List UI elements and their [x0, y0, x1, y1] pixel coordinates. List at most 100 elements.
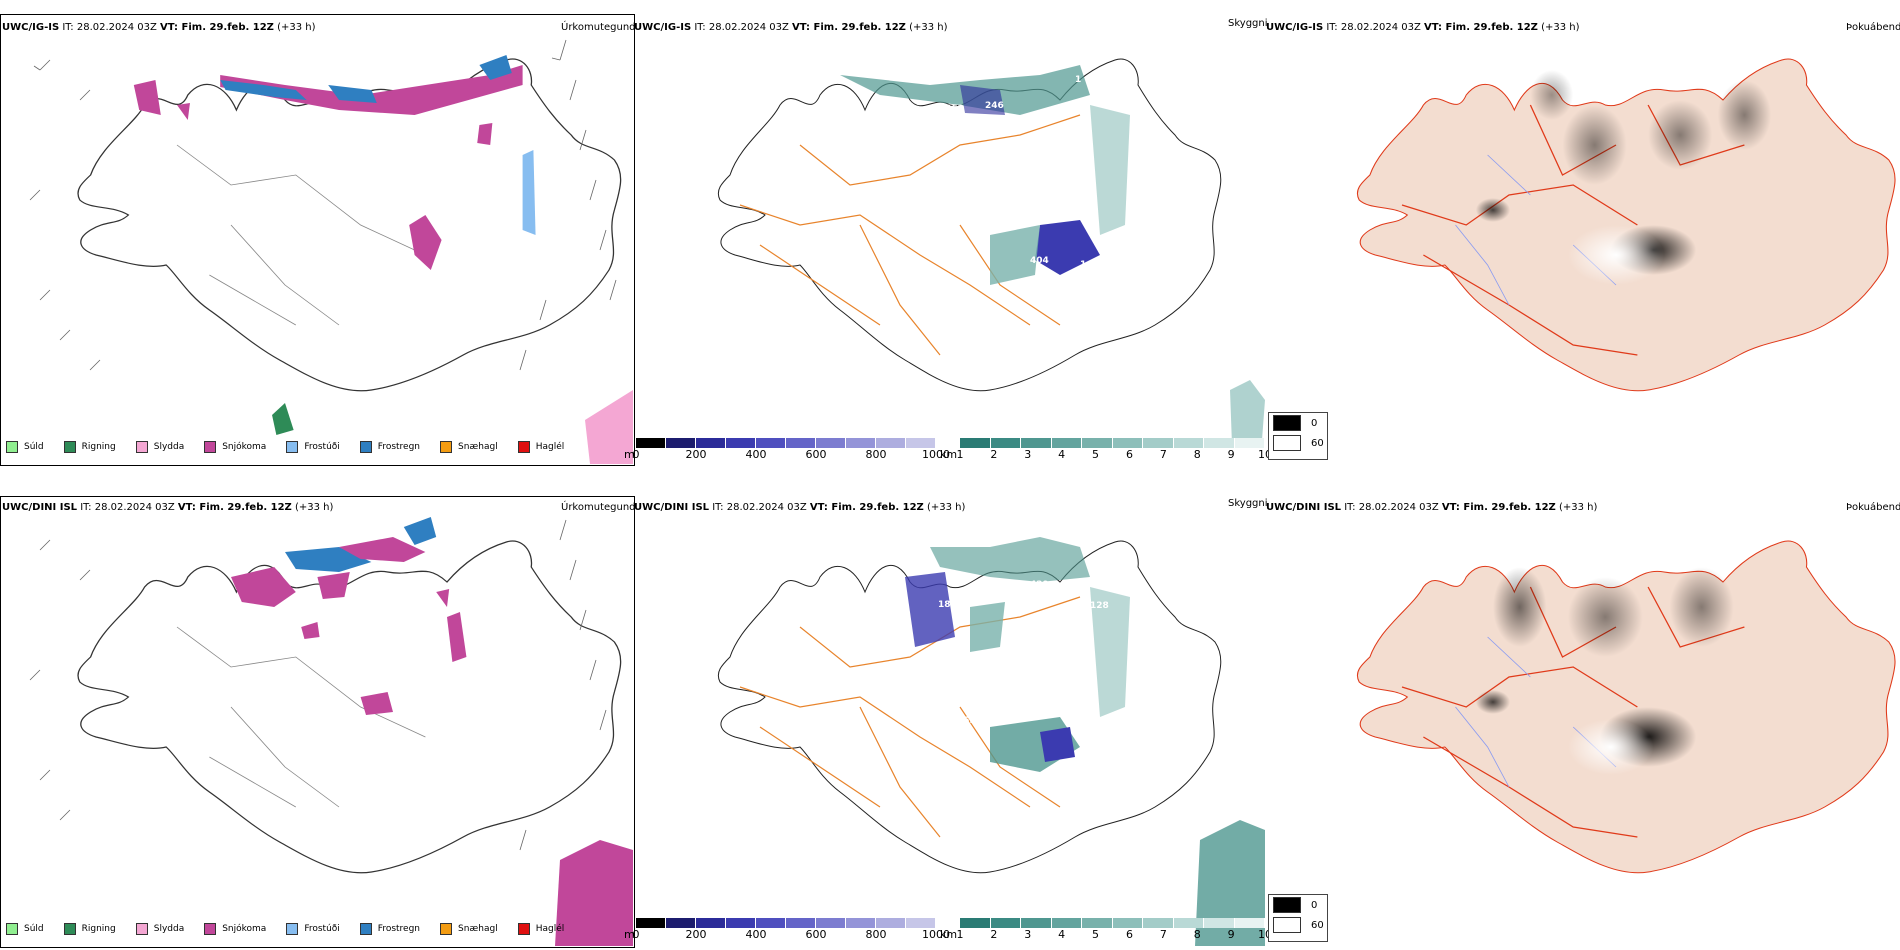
row1-vis-number-5: 404 [1030, 256, 1049, 266]
scale-tick: 7 [1159, 448, 1167, 461]
scale-tick: 600 [805, 928, 827, 941]
row1-vis-corner [1230, 380, 1265, 445]
fog-legend-label-0: 0 [1311, 899, 1318, 911]
scale-tick: 4 [1058, 448, 1066, 461]
legend-label: Frostregn [377, 442, 421, 452]
scale-cell [726, 438, 756, 448]
legend-item-rigning: Rigning [63, 441, 116, 453]
scale-cell [906, 918, 936, 928]
scale-unit: km [940, 448, 958, 461]
row1-vis-number-2: 580 [1003, 119, 1022, 129]
scale-cell [1143, 918, 1174, 928]
row2-vis-number-9: 155 [957, 716, 976, 726]
legend-label: Snjókoma [222, 924, 267, 934]
legend-item-slydda: Slydda [135, 923, 185, 935]
fog-legend-label-60: 60 [1311, 437, 1324, 449]
scale-cell [636, 438, 666, 448]
scale-cell [666, 438, 696, 448]
scale-tick: 400 [745, 928, 767, 941]
legend-item-frostúði: Frostúði [286, 441, 340, 453]
row2-vis-number-4: 284 [992, 653, 1011, 663]
row1-vis-number-3: 263 [945, 104, 964, 114]
scale-tick: 0 [632, 928, 640, 941]
row2-vis-number-5: 189 [1010, 601, 1029, 611]
scale-cell [636, 918, 666, 928]
legend-swatch [517, 923, 530, 935]
legend-swatch [63, 441, 76, 453]
row1-vis-numbers: 246 580 263 470 404 140 36 10 1 [945, 75, 1181, 270]
row2-title-right: UWC/DINI ISL IT: 28.02.2024 03Z VT: Fim.… [1266, 502, 1598, 513]
row2-visibility-scale: km 1 2 3 4 5 6 7 8 9 10 [940, 918, 1272, 946]
scale-cell [1234, 918, 1265, 928]
scale-tick: 8 [1193, 928, 1201, 941]
fog-legend-swatch-0 [1273, 415, 1301, 431]
scale-tick: 5 [1092, 928, 1100, 941]
scale-tick: 2 [990, 928, 998, 941]
legend-label: Frostregn [377, 924, 421, 934]
row1-vis-title: Skyggni [1228, 18, 1268, 29]
row1-visibility-scale: km 1 2 3 4 5 6 7 8 9 10 [940, 438, 1272, 466]
row1-fog-title: Þokuábendi [1846, 22, 1900, 33]
scale-tick: 1 [956, 448, 964, 461]
fog-legend-swatch-60 [1273, 917, 1301, 933]
scale-tick: 9 [1227, 928, 1235, 941]
row2-fog-map [1356, 540, 1896, 874]
legend-item-slydda: Slydda [135, 441, 184, 453]
scale-tick: 3 [1024, 928, 1032, 941]
scale-tick: 600 [805, 448, 827, 461]
legend-swatch [135, 441, 148, 453]
scale-cell [786, 918, 816, 928]
row2-vis-map [717, 537, 1222, 874]
legend-item-snjókoma: Snjókoma [204, 441, 266, 453]
row1-title-mid: UWC/IG-IS IT: 28.02.2024 03Z VT: Fim. 29… [634, 22, 948, 33]
scale-tick: 2 [990, 448, 998, 461]
scale-cell [990, 918, 1021, 928]
legend-item-snæhagl: Snæhagl [440, 441, 498, 453]
row1-vis-number-4: 470 [960, 116, 979, 126]
legend-label: Súld [24, 442, 44, 452]
scale-cell [960, 918, 991, 928]
scale-unit: km [940, 928, 958, 941]
legend-swatch [6, 441, 18, 453]
legend-swatch [135, 923, 148, 935]
legend-label: Rigning [81, 442, 116, 452]
legend-item-haglél: Haglél [517, 923, 564, 935]
scale-tick: 7 [1159, 928, 1167, 941]
legend-swatch [6, 923, 18, 935]
legend-item-rigning: Rigning [63, 923, 116, 935]
row2-vis-number-1: 189 [938, 600, 957, 610]
scale-cell [816, 438, 846, 448]
row1-vis-map [717, 58, 1222, 392]
legend-swatch [286, 923, 299, 935]
row2-vis-number-10: 201 [1170, 648, 1189, 658]
legend-label: Slydda [153, 924, 185, 934]
scale-cell [1173, 438, 1204, 448]
row1-ceiling-scale: m 0 200 400 600 800 1000 [624, 438, 950, 466]
row2-vis-number-2: 429 [1030, 580, 1049, 590]
row1-vis-number-6: 140 [1080, 260, 1099, 270]
row1-vis-number-7: 36 [1168, 171, 1181, 181]
legend-swatch [204, 923, 217, 935]
scale-cell [906, 438, 936, 448]
scale-tick: 200 [685, 928, 707, 941]
scale-cell [816, 918, 846, 928]
scale-tick: 6 [1125, 448, 1133, 461]
legend-label: Snjókoma [222, 442, 267, 452]
row2-title-left: UWC/DINI ISL IT: 28.02.2024 03Z VT: Fim.… [2, 502, 334, 513]
scale-cell [696, 438, 726, 448]
legend-item-haglél: Haglél [517, 441, 564, 453]
row1-title-right: UWC/IG-IS IT: 28.02.2024 03Z VT: Fim. 29… [1266, 22, 1580, 33]
scale-unit: m [624, 928, 635, 941]
fog-legend-label-60: 60 [1311, 919, 1324, 931]
row2-title-mid: UWC/DINI ISL IT: 28.02.2024 03Z VT: Fim.… [634, 502, 966, 513]
row2-vis-number-8: 197 [1160, 643, 1179, 653]
scale-tick: 1000 [922, 928, 950, 941]
row2-ceiling-scale: m 0 200 400 600 800 1000 [624, 918, 950, 946]
scale-cell [846, 438, 876, 448]
scale-tick: 1 [956, 928, 964, 941]
legend-label: Frostúði [304, 442, 340, 452]
scale-cell [1204, 918, 1235, 928]
row1-fog-legend: 0 60 [1268, 412, 1328, 460]
legend-swatch [440, 441, 453, 453]
scale-cell [1051, 918, 1082, 928]
